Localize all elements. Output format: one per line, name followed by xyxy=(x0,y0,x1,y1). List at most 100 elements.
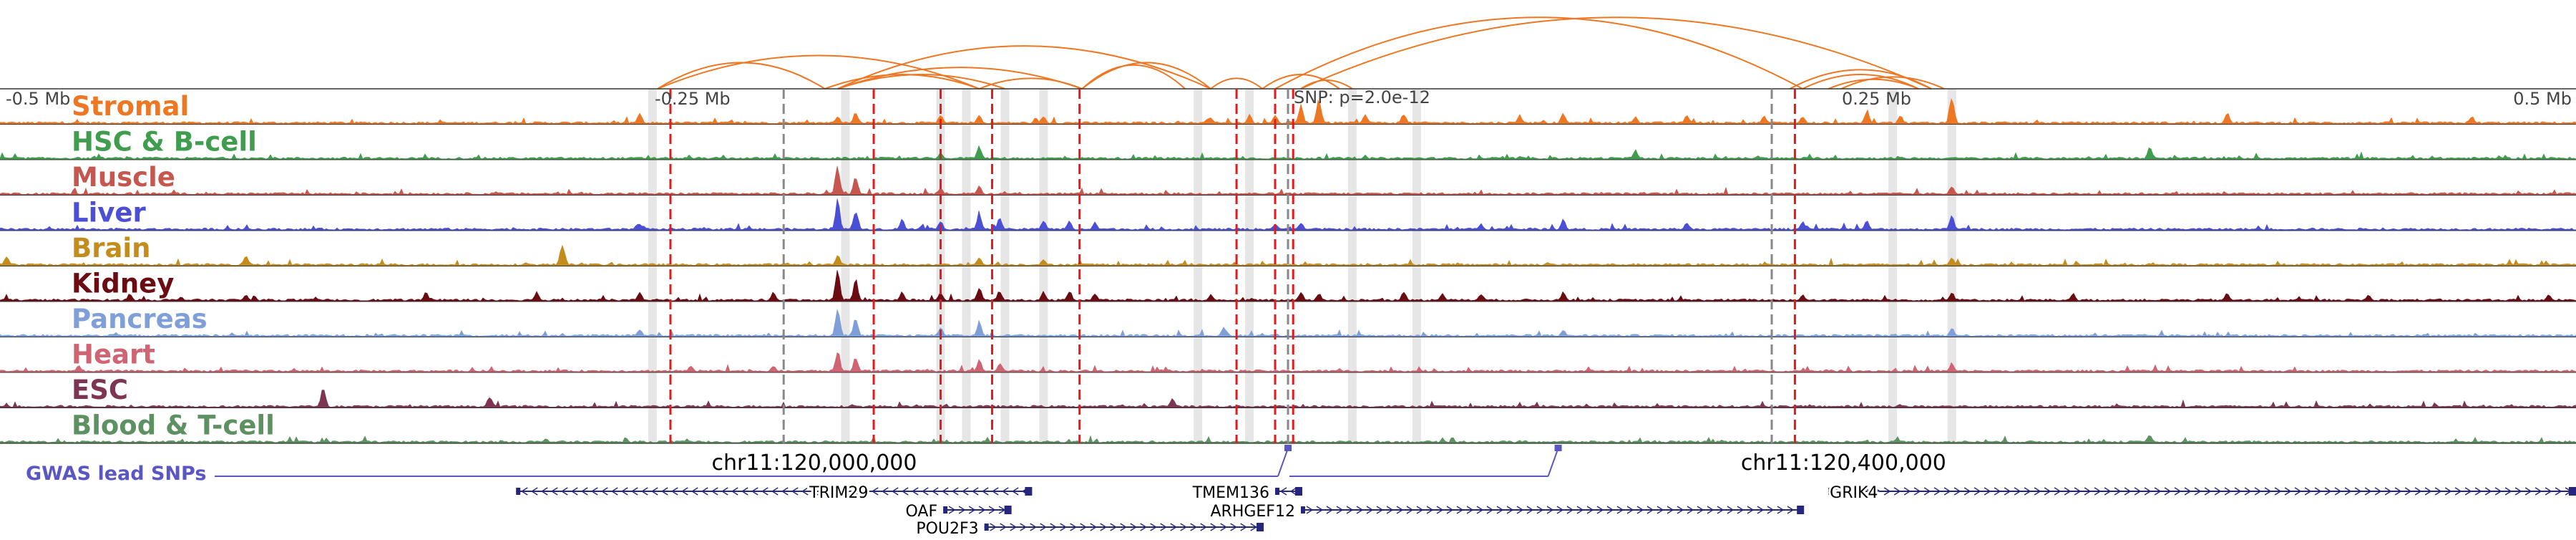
exon xyxy=(1025,487,1033,496)
gwas-connector xyxy=(1547,448,1559,477)
strand-chevron xyxy=(771,487,779,496)
exon xyxy=(2569,487,2576,496)
strand-chevron xyxy=(951,487,959,496)
strand-chevron xyxy=(1050,523,1057,531)
track-label: HSC & B-cell xyxy=(72,127,257,158)
strand-chevron xyxy=(1180,523,1187,531)
strand-chevron xyxy=(2404,487,2412,496)
exon xyxy=(943,506,948,514)
strand-chevron xyxy=(2124,487,2132,496)
gene-label: TRIM29 xyxy=(809,484,868,502)
strand-chevron xyxy=(2284,487,2292,496)
signal-brain xyxy=(0,244,2576,266)
strand-chevron xyxy=(988,506,996,514)
strand-chevron xyxy=(1853,487,1861,496)
strand-chevron xyxy=(1707,506,1714,514)
strand-chevron xyxy=(620,487,628,496)
strand-chevron xyxy=(1994,487,2001,496)
strand-chevron xyxy=(2224,487,2232,496)
strand-chevron xyxy=(2384,487,2392,496)
track-label: Pancreas xyxy=(72,304,208,334)
strand-chevron xyxy=(1366,506,1374,514)
strand-chevron xyxy=(1100,523,1107,531)
strand-chevron xyxy=(978,506,986,514)
gwas-connector xyxy=(1277,448,1289,477)
strand-chevron xyxy=(1130,523,1137,531)
strand-chevron xyxy=(1863,487,1871,496)
strand-chevron xyxy=(2184,487,2192,496)
strand-chevron xyxy=(1120,523,1127,531)
gene-label: POU2F3 xyxy=(916,520,978,537)
strand-chevron xyxy=(791,487,799,496)
strand-chevron xyxy=(871,487,879,496)
strand-chevron xyxy=(590,487,598,496)
strand-chevron xyxy=(861,487,869,496)
strand-chevron xyxy=(1386,506,1394,514)
strand-chevron xyxy=(1974,487,1981,496)
strand-chevron xyxy=(1250,523,1257,531)
strand-chevron xyxy=(2134,487,2142,496)
strand-chevron xyxy=(2364,487,2372,496)
strand-chevron xyxy=(1496,506,1504,514)
strand-chevron xyxy=(701,487,708,496)
track-label: Liver xyxy=(72,198,146,228)
exon xyxy=(984,524,989,531)
chromatin-loops xyxy=(657,16,1945,90)
strand-chevron xyxy=(1070,523,1077,531)
strand-chevron xyxy=(1356,506,1364,514)
strand-chevron xyxy=(1586,506,1594,514)
strand-chevron xyxy=(741,487,748,496)
strand-chevron xyxy=(540,487,548,496)
strand-chevron xyxy=(2474,487,2482,496)
strand-chevron xyxy=(1767,506,1775,514)
strand-chevron xyxy=(2555,487,2562,496)
loop-arc xyxy=(1840,76,1945,90)
strand-chevron xyxy=(2094,487,2102,496)
strand-chevron xyxy=(948,506,956,514)
strand-chevron xyxy=(1426,506,1434,514)
strand-chevron xyxy=(630,487,638,496)
marker-lines xyxy=(669,89,1796,443)
strand-chevron xyxy=(2084,487,2092,496)
strand-chevron xyxy=(1416,506,1424,514)
strand-chevron xyxy=(891,487,899,496)
strand-chevron xyxy=(2464,487,2472,496)
strand-chevron xyxy=(1289,487,1297,496)
loop-arc xyxy=(837,45,1211,90)
strand-chevron xyxy=(1913,487,1921,496)
exon xyxy=(1004,506,1012,514)
strand-chevron xyxy=(2194,487,2202,496)
strand-chevron xyxy=(1516,506,1524,514)
strand-chevron xyxy=(1230,523,1237,531)
strand-chevron xyxy=(1316,506,1324,514)
strand-chevron xyxy=(660,487,668,496)
strand-chevron xyxy=(2314,487,2322,496)
strand-chevron xyxy=(2545,487,2552,496)
exon xyxy=(1257,523,1264,531)
strand-chevron xyxy=(1933,487,1941,496)
coordinate-label: chr11:120,400,000 xyxy=(1741,450,1946,476)
strand-chevron xyxy=(2504,487,2512,496)
loop-arc xyxy=(1300,16,1932,90)
strand-chevron xyxy=(1190,523,1197,531)
strand-chevron xyxy=(2254,487,2262,496)
strand-chevron xyxy=(1883,487,1891,496)
strand-chevron xyxy=(2424,487,2432,496)
track-label: Heart xyxy=(72,339,155,370)
strand-chevron xyxy=(941,487,949,496)
strand-chevron xyxy=(520,487,528,496)
strand-chevron xyxy=(2004,487,2011,496)
strand-chevron xyxy=(1446,506,1454,514)
strand-chevron xyxy=(971,487,979,496)
strand-chevron xyxy=(1903,487,1911,496)
strand-chevron xyxy=(881,487,889,496)
strand-chevron xyxy=(2014,487,2021,496)
loop-arc xyxy=(1802,74,1919,90)
strand-chevron xyxy=(1150,523,1157,531)
strand-chevron xyxy=(958,506,966,514)
strand-chevron xyxy=(2374,487,2382,496)
strand-chevron xyxy=(761,487,769,496)
strand-chevron xyxy=(1717,506,1724,514)
strand-chevron xyxy=(1466,506,1474,514)
axis-labels: -0.5 Mb -0.25 Mb 0.25 Mb 0.5 Mb SNP: p=2.0e-… xyxy=(6,87,2572,476)
